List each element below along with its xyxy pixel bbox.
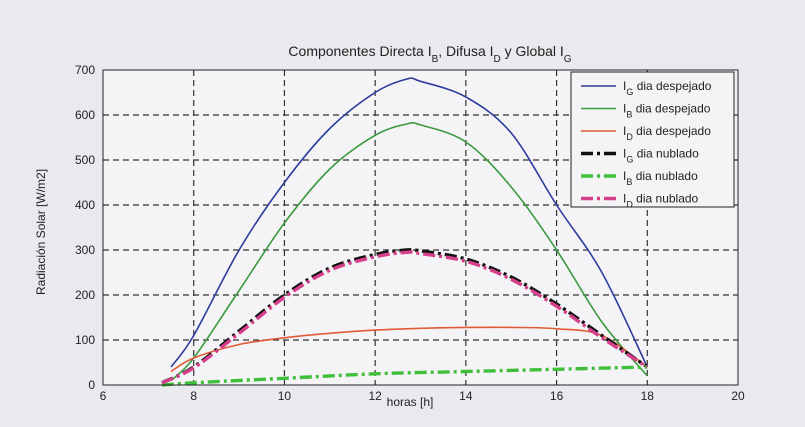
x-tick-label: 10 xyxy=(278,389,292,403)
series-line-4 xyxy=(161,247,649,385)
x-tick-label: 20 xyxy=(731,389,745,403)
x-tick-label: 16 xyxy=(550,389,564,403)
legend-label-2: IB dia despejado xyxy=(623,102,711,120)
legend-label-1: IG dia despejado xyxy=(623,79,712,97)
legend-label-4: IG dia nublado xyxy=(623,147,699,165)
x-tick-label: 12 xyxy=(368,389,382,403)
legend-label-3: ID dia despejado xyxy=(623,124,711,142)
series-line-6 xyxy=(161,250,649,385)
y-tick-label: 0 xyxy=(88,378,95,392)
legend-label-5: IB dia nublado xyxy=(623,169,698,187)
series-line-3 xyxy=(170,326,648,373)
legend-box xyxy=(570,71,735,208)
y-tick-label: 300 xyxy=(75,243,95,257)
series-line-5 xyxy=(161,365,648,387)
x-tick-label: 6 xyxy=(100,389,107,403)
series-line-2 xyxy=(170,121,648,382)
y-tick-label: 100 xyxy=(75,333,95,347)
y-tick-label: 600 xyxy=(75,108,95,122)
y-axis-label: Radiación Solar [W/m2] xyxy=(34,169,48,295)
chart-title: Componentes Directa IB, Difusa ID y Glob… xyxy=(288,43,571,65)
x-tick-labels: 6 8 10 12 14 16 18 20 xyxy=(100,389,745,403)
x-tick-label: 8 xyxy=(190,389,197,403)
x-tick-label: 18 xyxy=(641,389,655,403)
series-line-1 xyxy=(170,77,649,368)
plot-frame xyxy=(102,69,739,386)
y-tick-label: 700 xyxy=(75,63,95,77)
legend: IG dia despejado IB dia despejado ID dia d… xyxy=(570,71,735,210)
x-axis-label: horas [h] xyxy=(387,395,434,409)
legend-label-6: ID dia nublado xyxy=(623,192,699,210)
y-tick-label: 400 xyxy=(75,198,95,212)
x-tick-label: 14 xyxy=(459,389,473,403)
y-tick-label: 500 xyxy=(75,153,95,167)
y-tick-label: 200 xyxy=(75,288,95,302)
series-layer xyxy=(161,77,649,387)
grid xyxy=(103,70,738,385)
y-tick-labels: 0 100 200 300 400 500 600 700 xyxy=(75,63,95,392)
